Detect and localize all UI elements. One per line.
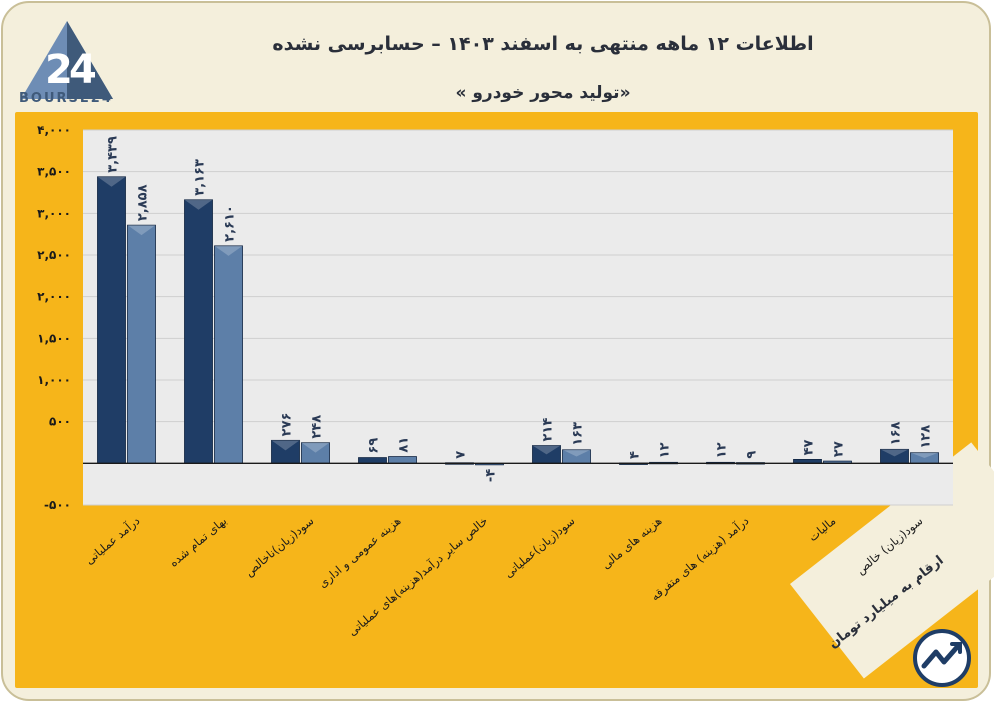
bar-bevel bbox=[271, 440, 300, 451]
bar bbox=[388, 456, 417, 464]
data-label: ۳,۴۳۹ bbox=[106, 136, 121, 173]
category-label: بهای تمام شده bbox=[166, 514, 229, 570]
logo-glyph-2: 2 bbox=[45, 47, 73, 93]
category-label: مالیات bbox=[806, 514, 839, 545]
data-label: -۴ bbox=[484, 469, 499, 482]
bourse24-logo: 2 4 bbox=[21, 21, 113, 99]
category-label: هزینه های مالی bbox=[599, 514, 665, 573]
bar-bevel bbox=[184, 199, 213, 210]
logo-glyph-4: 4 bbox=[69, 47, 97, 93]
data-label: ۱۲ bbox=[715, 442, 730, 458]
category-label: هزینه عمومی و اداری bbox=[316, 514, 405, 592]
data-label: ۴۷ bbox=[802, 439, 817, 455]
bar bbox=[97, 176, 126, 464]
category-label: سود(زیان)عملیاتی bbox=[501, 514, 578, 582]
bar-bevel bbox=[127, 225, 156, 236]
bar-bevel bbox=[532, 445, 561, 455]
data-label: ۱۲۸ bbox=[919, 425, 934, 449]
data-label: ۹ bbox=[745, 451, 760, 459]
data-label: ۲,۶۱۰ bbox=[223, 205, 238, 242]
category-label: درآمد (هزینه) های متفرقه bbox=[648, 514, 752, 605]
data-label: ۱۲ bbox=[658, 442, 673, 458]
y-tick-label: ۲,۵۰۰ bbox=[37, 248, 71, 262]
bar-bevel bbox=[301, 442, 330, 453]
y-tick-label: ۲,۰۰۰ bbox=[37, 290, 71, 304]
page-title: اطلاعات ۱۲ ماهه منتهی به اسفند ۱۴۰۳ – حس… bbox=[272, 33, 814, 55]
data-label: ۸۱ bbox=[397, 437, 412, 453]
bar bbox=[358, 457, 387, 464]
data-label: ۷ bbox=[454, 451, 469, 459]
data-label: ۲,۸۵۸ bbox=[136, 184, 151, 221]
plot-area bbox=[83, 130, 953, 505]
y-tick-label: ۱,۰۰۰ bbox=[37, 373, 71, 387]
category-label: خالص سایر درآمد(هزینه)های عملیاتی bbox=[345, 514, 491, 640]
data-label: ۶۹ bbox=[367, 438, 382, 454]
data-label: ۲۷ bbox=[832, 441, 847, 457]
bar bbox=[184, 199, 213, 464]
category-label: سود(زیان) خالص bbox=[853, 514, 926, 578]
page-subtitle: «تولید محور خودرو » bbox=[455, 83, 631, 103]
bar-bevel bbox=[562, 449, 591, 457]
bar bbox=[214, 245, 243, 464]
data-label: ۳,۱۶۳ bbox=[193, 159, 208, 196]
bar bbox=[127, 224, 156, 464]
data-label: ۴ bbox=[628, 451, 643, 459]
data-label: ۱۶۳ bbox=[571, 422, 586, 446]
y-tick-label: ۱,۵۰۰ bbox=[37, 331, 71, 345]
data-label: ۲۱۴ bbox=[541, 418, 556, 442]
bar-bevel bbox=[880, 449, 909, 457]
y-tick-label: ۳,۵۰۰ bbox=[37, 165, 71, 179]
data-label: ۲۷۶ bbox=[280, 413, 295, 437]
data-label: ۲۴۸ bbox=[310, 415, 325, 439]
logo-wordmark: BOURSE24 bbox=[19, 91, 113, 106]
y-tick-label: ۳,۰۰۰ bbox=[37, 206, 71, 220]
trend-badge-icon bbox=[913, 629, 971, 687]
bar-bevel bbox=[910, 452, 939, 458]
category-label: درآمد عملیاتی bbox=[82, 514, 143, 568]
bar-bevel bbox=[97, 176, 126, 187]
bar-bevel bbox=[214, 245, 243, 256]
y-tick-label: ۵۰۰ bbox=[49, 415, 71, 429]
y-tick-label: -۵۰۰ bbox=[44, 498, 71, 512]
y-tick-label: ۴,۰۰۰ bbox=[37, 123, 71, 137]
category-label: سود(زیان)ناخالص bbox=[242, 514, 317, 580]
data-label: ۱۶۸ bbox=[889, 421, 904, 445]
